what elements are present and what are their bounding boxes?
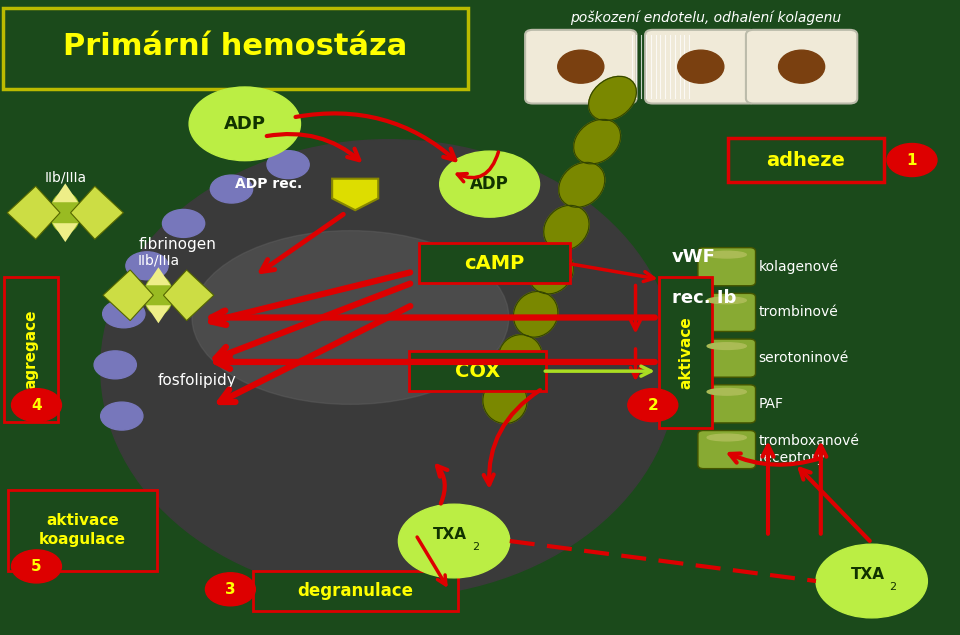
Circle shape — [126, 252, 168, 280]
FancyBboxPatch shape — [253, 571, 458, 611]
Circle shape — [101, 402, 143, 430]
FancyBboxPatch shape — [4, 277, 58, 422]
Ellipse shape — [588, 76, 636, 121]
Ellipse shape — [101, 140, 677, 597]
Text: cAMP: cAMP — [465, 254, 524, 272]
Ellipse shape — [708, 343, 746, 349]
Circle shape — [267, 150, 309, 178]
Ellipse shape — [708, 434, 746, 441]
Circle shape — [816, 544, 927, 618]
Ellipse shape — [529, 248, 573, 294]
Circle shape — [189, 87, 300, 161]
Ellipse shape — [678, 50, 724, 83]
Text: TXA: TXA — [851, 567, 885, 582]
Text: ADP: ADP — [470, 175, 509, 193]
Circle shape — [12, 389, 61, 422]
Text: 1: 1 — [907, 152, 917, 168]
Text: tromboxanové
receptory: tromboxanové receptory — [758, 434, 859, 465]
FancyBboxPatch shape — [525, 30, 636, 104]
Ellipse shape — [558, 50, 604, 83]
Ellipse shape — [708, 297, 746, 304]
Text: TXA: TXA — [433, 527, 468, 542]
FancyBboxPatch shape — [698, 339, 756, 377]
FancyBboxPatch shape — [728, 138, 884, 182]
Polygon shape — [71, 186, 123, 239]
FancyBboxPatch shape — [8, 490, 157, 571]
Ellipse shape — [543, 205, 589, 251]
FancyBboxPatch shape — [698, 293, 756, 331]
Polygon shape — [163, 270, 214, 321]
Ellipse shape — [514, 291, 558, 337]
FancyBboxPatch shape — [3, 8, 468, 89]
Text: 4: 4 — [31, 398, 42, 413]
FancyBboxPatch shape — [645, 30, 756, 104]
Circle shape — [205, 573, 255, 606]
Polygon shape — [146, 267, 171, 285]
Text: aktivace
koagulace: aktivace koagulace — [39, 513, 126, 547]
Polygon shape — [103, 270, 154, 321]
Text: 2: 2 — [889, 582, 897, 592]
Circle shape — [12, 550, 61, 583]
Ellipse shape — [51, 192, 80, 233]
Text: 3: 3 — [225, 582, 236, 597]
Ellipse shape — [498, 335, 542, 380]
Text: adheze: adheze — [766, 150, 845, 170]
Text: PAF: PAF — [758, 397, 783, 411]
Ellipse shape — [708, 389, 746, 395]
Text: COX: COX — [455, 362, 500, 380]
FancyBboxPatch shape — [698, 248, 756, 286]
Ellipse shape — [559, 163, 605, 207]
Ellipse shape — [708, 251, 746, 258]
Ellipse shape — [192, 231, 509, 404]
Circle shape — [440, 151, 540, 217]
Text: kolagenové: kolagenové — [758, 260, 838, 274]
FancyBboxPatch shape — [698, 385, 756, 423]
Circle shape — [162, 210, 204, 237]
FancyBboxPatch shape — [659, 277, 712, 428]
Text: Primární hemostáza: Primární hemostáza — [63, 32, 407, 62]
Polygon shape — [146, 305, 171, 323]
Circle shape — [103, 300, 145, 328]
Text: 2: 2 — [471, 542, 479, 552]
Text: fibrinogen: fibrinogen — [138, 237, 217, 252]
Text: fosfolipidy: fosfolipidy — [157, 373, 236, 389]
Polygon shape — [332, 178, 378, 210]
Text: degranulace: degranulace — [298, 582, 413, 599]
FancyBboxPatch shape — [409, 351, 546, 391]
Polygon shape — [53, 184, 78, 202]
Circle shape — [94, 351, 136, 379]
Text: aktivace: aktivace — [678, 316, 693, 389]
Text: trombinové: trombinové — [758, 305, 838, 319]
Ellipse shape — [574, 119, 620, 164]
Circle shape — [398, 504, 510, 578]
Circle shape — [887, 144, 937, 177]
Ellipse shape — [483, 378, 527, 424]
Polygon shape — [53, 223, 78, 242]
FancyBboxPatch shape — [698, 431, 756, 469]
Text: 5: 5 — [31, 559, 42, 574]
FancyBboxPatch shape — [419, 243, 570, 283]
Ellipse shape — [144, 276, 173, 314]
Text: ADP: ADP — [224, 115, 266, 133]
Text: poškození endotelu, odhalení kolagenu: poškození endotelu, odhalení kolagenu — [570, 11, 841, 25]
Text: serotoninové: serotoninové — [758, 351, 849, 365]
Text: 2: 2 — [647, 398, 659, 413]
Text: ADP rec.: ADP rec. — [235, 177, 302, 191]
Text: IIb/IIIa: IIb/IIIa — [44, 170, 86, 184]
Polygon shape — [7, 186, 60, 239]
Text: rec. Ib: rec. Ib — [672, 290, 736, 307]
FancyBboxPatch shape — [746, 30, 857, 104]
Circle shape — [628, 389, 678, 422]
Text: IIb/IIIa: IIb/IIIa — [137, 254, 180, 268]
Text: agregace: agregace — [23, 309, 38, 389]
Text: vWF: vWF — [672, 248, 716, 266]
Ellipse shape — [779, 50, 825, 83]
Circle shape — [210, 175, 252, 203]
